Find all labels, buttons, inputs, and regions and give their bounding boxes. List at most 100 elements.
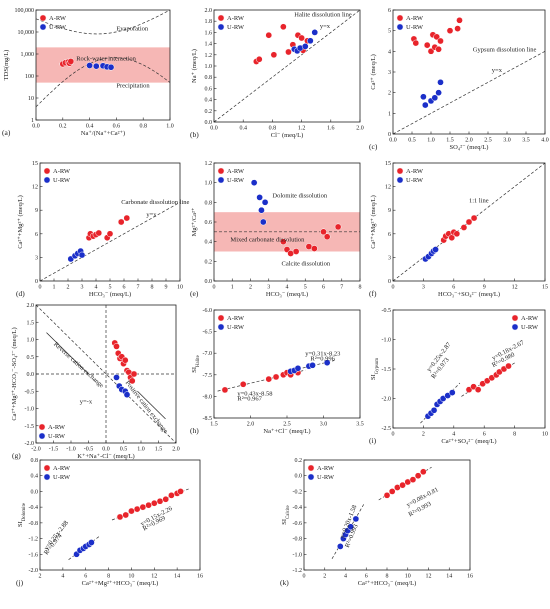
y-tick-label: 0.0 [295,474,303,480]
y-tick-label: 6 [388,232,391,238]
a-rw-point [130,370,138,378]
boundary-curve-upper [36,10,170,35]
x-tick-label: 4 [286,285,289,291]
x-tick-label: 6 [365,574,368,580]
a-rw-point [265,375,273,383]
x-axis-label: HCO₃⁻ (meq/L) [266,291,308,298]
y-tick-label: -2.0 [382,397,392,403]
a-rw-point [435,45,442,53]
y-tick-label: -0.4 [29,505,39,511]
y-tick-label: 1.2 [205,161,213,167]
x-tick-label: -1.5 [49,447,59,453]
y-tick-label: 1.2 [205,53,213,59]
x-tick-label: 0 [39,285,42,291]
legend-label: A-RW [227,15,245,22]
u-rw-point [323,359,331,367]
y-tick-label: -1.0 [25,407,35,413]
a-rw-point [298,34,305,42]
x-tick-label: 0.8 [139,124,147,130]
u-rw-point [107,63,115,71]
x-axis-label: SO₄²⁻ (meq/L) [450,144,489,151]
x-tick-label: 10 [128,574,134,580]
legend-marker [43,167,51,175]
x-tick-label: 9 [165,285,168,291]
a-rw-point [122,511,130,519]
u-rw-point [420,93,427,101]
legend-label: A-RW [227,168,245,175]
plot-frame [392,162,546,282]
x-tick-label: 0.0 [32,124,40,130]
x-tick-label: 8 [151,285,154,291]
y-tick-label: 10,000 [18,30,35,36]
legend-label: U-RW [227,24,245,31]
a-rw-point [323,233,331,241]
x-tick-label: 6 [483,432,486,438]
y-tick-label: -6.5 [203,330,213,336]
a-rw-point [255,55,263,63]
u-rw-point [88,539,95,546]
y-tick-label: -1.0 [382,338,392,344]
x-tick-label: 6 [123,285,126,291]
legend-label: U-RW [227,324,245,331]
y-tick-label: -8.5 [203,416,213,422]
y-tick-label: -1.2 [293,568,303,574]
x-tick-label: 4.0 [541,138,549,144]
a-rw-point [419,468,427,476]
x-axis-label: K⁺+Na⁺-Cl⁻ (meq/L) [77,453,134,460]
y-tick-label: 1 [388,111,391,117]
chart-i: 0 2 4 6 8 10 -2.5 -2.0 -1.5 -1.0 -0.5 Ca²⁺+SO₄²⁻ (m… [369,308,548,445]
x-axis-label: HCO₃⁻+SO₄²⁻ (meq/L) [438,291,500,298]
x-tick-label: 10 [542,432,548,438]
x-tick-label: 2 [39,574,42,580]
y-tick-label: 0 [388,279,391,285]
legend-label: A-RW [53,168,71,175]
y-tick-label: 1.8 [205,19,213,25]
legend-marker [307,464,315,472]
y-tick-label: 0.4 [205,240,213,246]
y-tick-label: 0.4 [31,474,39,480]
y-tick-label: 0.8 [205,200,213,206]
legend-label: U-RW [53,474,71,481]
y-tick-label: 0.6 [205,86,213,92]
a-rw-point [145,501,152,509]
u-rw-point [309,361,316,369]
annotation: R²=0.967 [237,396,262,403]
legend-marker [39,14,47,22]
y-neg-x-line [36,305,176,443]
x-tick-label: -1.0 [66,447,76,453]
a-rw-point [113,343,120,350]
x-tick-label: 14 [174,574,180,580]
x-tick-label: 2.0 [247,422,255,428]
annotation: Dolomite dissolution [272,192,327,199]
a-rw-point [412,39,420,47]
x-tick-label: 1.0 [137,447,145,453]
a-rw-point [446,27,454,35]
u-rw-point [437,78,444,86]
legend-marker [217,14,225,22]
a-rw-point [399,481,406,489]
y-tick-label: 3 [388,70,391,76]
x-tick-label: 2.0 [356,126,364,132]
y-tick-label: 0.2 [295,458,303,464]
u-rw-point [261,198,269,206]
a-rw-point [383,492,391,499]
a-rw-point [150,499,158,507]
y-tick-label: 2.0 [205,8,213,14]
x-tick-label: 0.0 [210,126,218,132]
y-tick-label: 4 [388,49,391,55]
legend-marker [307,473,315,481]
y-tick-label: -0.5 [25,389,35,395]
y-tick-label: 2.0 [27,303,35,309]
a-rw-point [437,37,444,45]
a-rw-point [465,218,473,226]
a-rw-point [265,31,273,39]
panel-letter: (k) [280,578,289,587]
x-tick-label: 3.0 [503,138,511,144]
legend-marker [38,432,46,440]
y-tick-label: 1.0 [27,338,35,344]
annotation: y=0.31x-8.23 [305,350,340,357]
y-axis-label: SIDolomite [17,503,27,527]
u-rw-point [123,391,131,399]
chart-h: 1.5 2.0 2.5 3.0 3.5 -8.5 -8.0 -7.5 -7.0 -6.5 -6.0 N… [190,308,364,435]
